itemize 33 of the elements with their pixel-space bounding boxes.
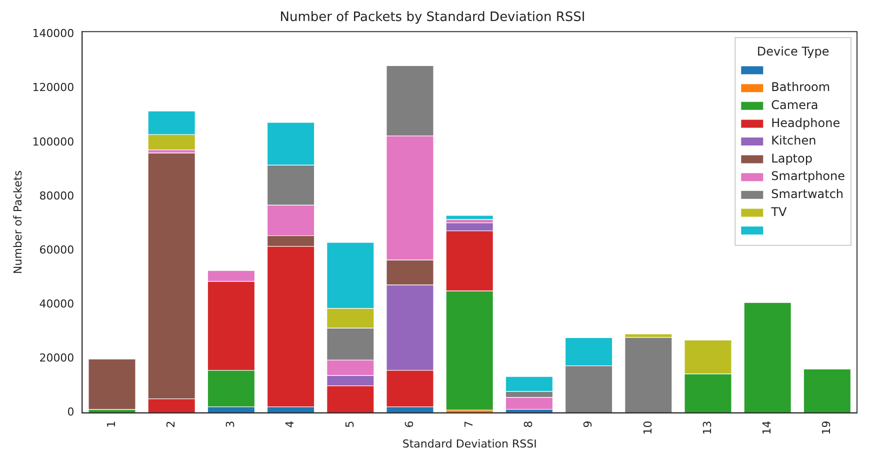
x-tick-label: 5: [343, 420, 356, 428]
x-tick-label: 4: [284, 420, 297, 428]
legend-label: Smartphone: [771, 169, 846, 184]
y-tick-label: 40000: [39, 298, 74, 311]
x-tick-label: 14: [760, 420, 774, 435]
legend-label: Smartwatch: [771, 187, 844, 202]
x-tick-label: 8: [522, 420, 536, 428]
x-tick-label: 9: [582, 420, 595, 428]
legend-label: Laptop: [771, 151, 812, 166]
legend-title: Device Type: [756, 44, 830, 59]
x-tick-label: 13: [700, 420, 714, 435]
chart-title: Number of Packets by Standard Deviation RSSI: [280, 10, 586, 26]
legend-label: Bathroom: [771, 80, 830, 94]
x-tick-label: 3: [224, 420, 238, 428]
y-tick-label: 60000: [39, 243, 74, 256]
y-tick-label: 100000: [32, 135, 74, 148]
legend-label: Headphone: [771, 116, 840, 130]
x-tick-label: 6: [402, 420, 416, 428]
legend-label: Camera: [771, 98, 818, 112]
x-tick-label: 10: [641, 420, 654, 435]
y-tick-label: 80000: [39, 189, 74, 202]
y-tick-label: 20000: [39, 352, 74, 365]
x-tick-label: 7: [462, 420, 476, 428]
y-tick-label: 0: [67, 406, 74, 419]
y-tick-label: 140000: [32, 27, 74, 40]
x-tick-label: 19: [820, 420, 834, 435]
x-tick-label: 1: [104, 420, 118, 428]
x-tick-label: 2: [164, 420, 178, 428]
legend-label: Kitchen: [771, 134, 816, 148]
y-axis-title: Number of Packets: [11, 170, 24, 274]
legend-label: TV: [770, 204, 788, 219]
x-axis-title: Standard Deviation RSSI: [402, 437, 537, 450]
y-tick-label: 120000: [32, 81, 74, 94]
